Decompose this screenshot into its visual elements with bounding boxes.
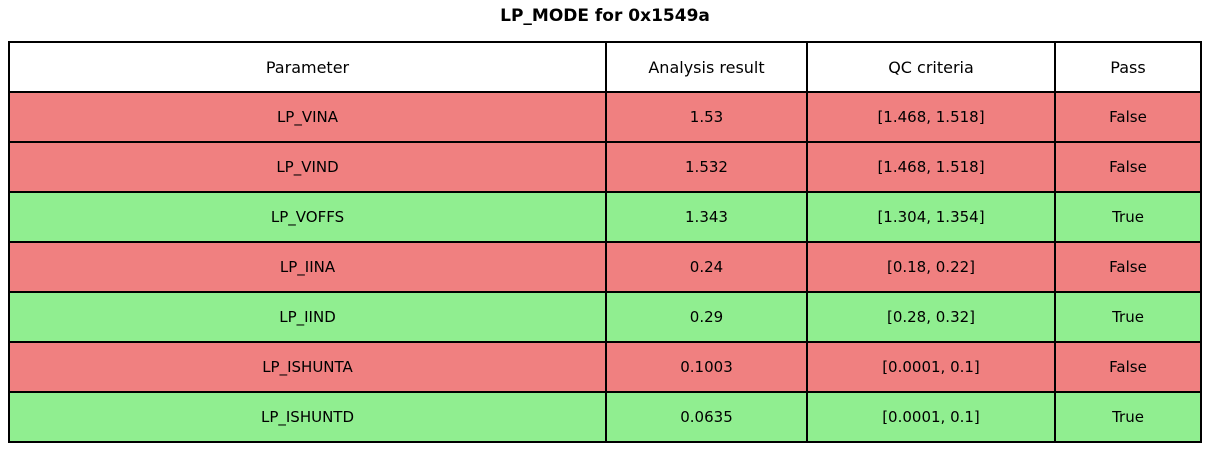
pass-cell: False — [1109, 158, 1147, 176]
table-row: LP_VOFFS 1.343 [1.304, 1.354] True — [10, 193, 1200, 243]
table-row: LP_VIND 1.532 [1.468, 1.518] False — [10, 143, 1200, 193]
pass-cell: True — [1112, 308, 1144, 326]
analysis-result-cell: 1.343 — [607, 193, 808, 241]
pass-cell: False — [1109, 358, 1147, 376]
parameter-cell: LP_IIND — [10, 293, 607, 341]
analysis-result-cell: 0.24 — [607, 243, 808, 291]
parameter-cell: LP_VINA — [10, 93, 607, 141]
pass-cell: True — [1112, 208, 1144, 226]
header-cell-parameter: Parameter — [10, 43, 607, 91]
page-title: LP_MODE for 0x1549a — [500, 6, 710, 26]
pass-cell: False — [1109, 258, 1147, 276]
analysis-result-cell: 0.1003 — [607, 343, 808, 391]
table-row: LP_VINA 1.53 [1.468, 1.518] False — [10, 93, 1200, 143]
analysis-result-cell: 0.0635 — [607, 393, 808, 441]
analysis-result-cell: 1.532 — [607, 143, 808, 191]
analysis-result-cell: 0.29 — [607, 293, 808, 341]
table-header-row: Parameter Analysis result QC criteria Pa… — [10, 43, 1200, 93]
qc-criteria-cell: [0.0001, 0.1] — [808, 343, 1056, 391]
qc-criteria-cell: [0.28, 0.32] — [808, 293, 1056, 341]
header-cell-analysis-result: Analysis result — [607, 43, 808, 91]
table-row: LP_IIND 0.29 [0.28, 0.32] True — [10, 293, 1200, 343]
table-row: LP_ISHUNTD 0.0635 [0.0001, 0.1] True — [10, 393, 1200, 441]
parameter-cell: LP_VOFFS — [10, 193, 607, 241]
analysis-result-cell: 1.53 — [607, 93, 808, 141]
pass-cell: False — [1109, 108, 1147, 126]
qc-results-table: Parameter Analysis result QC criteria Pa… — [8, 41, 1202, 443]
table-row: LP_ISHUNTA 0.1003 [0.0001, 0.1] False — [10, 343, 1200, 393]
qc-criteria-cell: [0.18, 0.22] — [808, 243, 1056, 291]
parameter-cell: LP_IINA — [10, 243, 607, 291]
qc-criteria-cell: [1.468, 1.518] — [808, 93, 1056, 141]
parameter-cell: LP_VIND — [10, 143, 607, 191]
pass-cell: True — [1112, 408, 1144, 426]
qc-criteria-cell: [1.468, 1.518] — [808, 143, 1056, 191]
header-cell-qc-criteria: QC criteria — [808, 43, 1056, 91]
parameter-cell: LP_ISHUNTD — [10, 393, 607, 441]
parameter-cell: LP_ISHUNTA — [10, 343, 607, 391]
header-cell-pass: Pass — [1056, 43, 1200, 91]
table-row: LP_IINA 0.24 [0.18, 0.22] False — [10, 243, 1200, 293]
qc-criteria-cell: [1.304, 1.354] — [808, 193, 1056, 241]
qc-criteria-cell: [0.0001, 0.1] — [808, 393, 1056, 441]
